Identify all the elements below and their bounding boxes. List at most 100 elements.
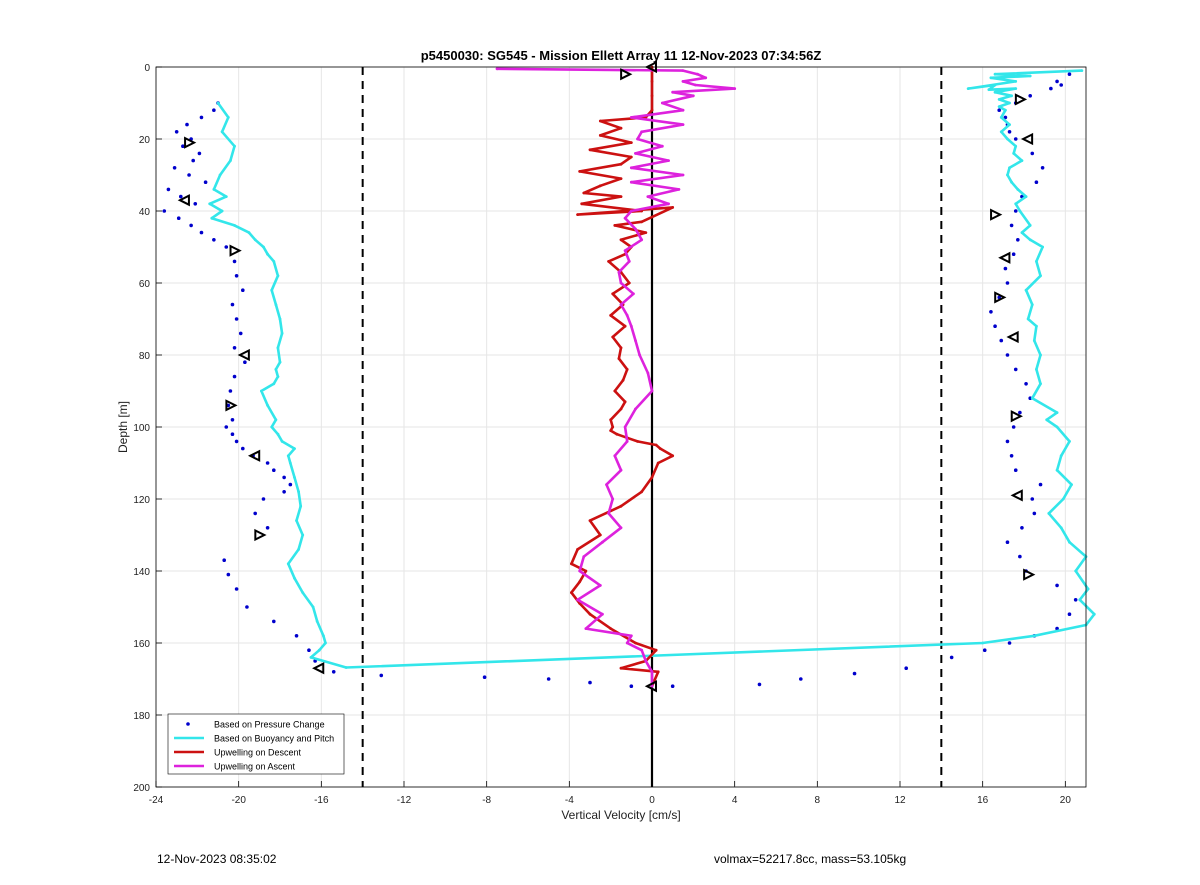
series-point bbox=[981, 641, 985, 645]
series-point bbox=[295, 519, 298, 522]
pressure-change-point bbox=[193, 202, 198, 206]
x-tick-labels: -24 -20 -16 -12 -8 -4 0 4 8 12 16 20 bbox=[149, 795, 1072, 806]
pressure-change-point bbox=[1055, 79, 1059, 84]
series-point bbox=[1010, 94, 1013, 98]
pressure-change-point bbox=[185, 122, 189, 127]
turn-markers bbox=[177, 60, 1036, 693]
series-point bbox=[1014, 87, 1018, 90]
series-point bbox=[656, 461, 660, 465]
series-point bbox=[578, 170, 582, 173]
pressure-change-point bbox=[197, 151, 202, 156]
series-point bbox=[629, 166, 633, 170]
series-point bbox=[619, 407, 623, 411]
series-point bbox=[216, 101, 220, 105]
pressure-change-point bbox=[1073, 598, 1078, 602]
series-point bbox=[276, 274, 280, 278]
series-point bbox=[1028, 74, 1032, 78]
series-point bbox=[276, 432, 280, 436]
pressure-change-point bbox=[230, 432, 235, 437]
series-point bbox=[274, 303, 278, 306]
x-tick-label: 12 bbox=[894, 795, 906, 806]
series-point bbox=[621, 378, 625, 382]
pressure-change-point bbox=[212, 108, 216, 112]
series-point bbox=[1092, 612, 1096, 616]
series-point bbox=[315, 620, 319, 623]
series-point bbox=[627, 281, 631, 285]
series-0 bbox=[162, 72, 1078, 688]
y-tick-label: 80 bbox=[139, 351, 151, 362]
y-tick-label: 20 bbox=[139, 135, 151, 146]
pressure-change-point bbox=[1067, 612, 1072, 616]
series-point bbox=[212, 188, 216, 191]
series-point bbox=[293, 576, 296, 580]
series-point bbox=[1032, 634, 1036, 638]
series-point bbox=[634, 407, 637, 411]
series-point bbox=[650, 476, 654, 479]
pressure-change-point bbox=[176, 216, 181, 220]
pressure-change-point bbox=[172, 166, 177, 170]
pressure-change-point bbox=[1007, 641, 1012, 645]
series-point bbox=[266, 252, 269, 256]
series-point bbox=[607, 260, 610, 263]
pressure-change-point bbox=[852, 671, 857, 676]
series-point bbox=[1004, 108, 1007, 112]
pressure-change-point bbox=[288, 482, 293, 487]
turn-marker bbox=[184, 136, 197, 149]
series-point bbox=[619, 195, 623, 199]
series-point bbox=[297, 490, 300, 494]
series-point bbox=[681, 80, 685, 83]
series-point bbox=[611, 335, 615, 339]
series-point bbox=[625, 314, 629, 317]
series-point bbox=[613, 389, 617, 393]
pressure-change-point bbox=[232, 374, 237, 379]
pressure-change-point bbox=[181, 144, 185, 148]
series-point bbox=[634, 152, 637, 155]
series-point bbox=[297, 548, 300, 551]
series-point bbox=[1080, 69, 1084, 72]
footer-timestamp: 12-Nov-2023 08:35:02 bbox=[157, 852, 277, 866]
series-point bbox=[278, 317, 282, 321]
series-point bbox=[274, 368, 278, 371]
pressure-change-point bbox=[212, 238, 216, 242]
series-point bbox=[617, 270, 621, 274]
series-point bbox=[1059, 454, 1063, 458]
series-layer bbox=[162, 65, 1096, 688]
series-point bbox=[301, 533, 305, 537]
series-point bbox=[1006, 137, 1009, 141]
series-point bbox=[210, 216, 214, 220]
legend-entry: Upwelling on Ascent bbox=[214, 762, 296, 772]
series-point bbox=[632, 292, 635, 296]
x-tick-label: -20 bbox=[231, 795, 246, 806]
series-point bbox=[644, 231, 648, 235]
turn-marker bbox=[1014, 93, 1028, 106]
series-point bbox=[601, 612, 604, 616]
series-point bbox=[623, 249, 627, 253]
series-point bbox=[495, 67, 499, 71]
series-point bbox=[704, 76, 708, 80]
series-point bbox=[1024, 195, 1028, 199]
pressure-change-point bbox=[222, 558, 226, 562]
series-point bbox=[613, 454, 617, 458]
pressure-change-point bbox=[1032, 511, 1037, 516]
series-point bbox=[733, 87, 737, 90]
pressure-change-point bbox=[1055, 583, 1059, 588]
series-point bbox=[615, 432, 619, 436]
pressure-change-point bbox=[230, 418, 235, 422]
pressure-change-point bbox=[253, 511, 257, 516]
pressure-change-point bbox=[265, 461, 270, 465]
series-point bbox=[611, 497, 615, 501]
x-tick-label: -8 bbox=[482, 795, 491, 806]
series-point bbox=[993, 72, 997, 76]
y-tick-label: 60 bbox=[139, 279, 151, 290]
series-3 bbox=[495, 67, 737, 688]
series-point bbox=[1006, 173, 1009, 177]
pressure-change-point bbox=[199, 115, 204, 120]
turn-marker bbox=[644, 680, 657, 693]
plot-frame bbox=[155, 66, 1087, 788]
series-point bbox=[1008, 123, 1011, 126]
series-point bbox=[619, 126, 623, 130]
series-point bbox=[311, 605, 315, 609]
pressure-change-point bbox=[226, 403, 231, 408]
legend-entry: Based on Buoyancy and Pitch bbox=[214, 734, 334, 744]
